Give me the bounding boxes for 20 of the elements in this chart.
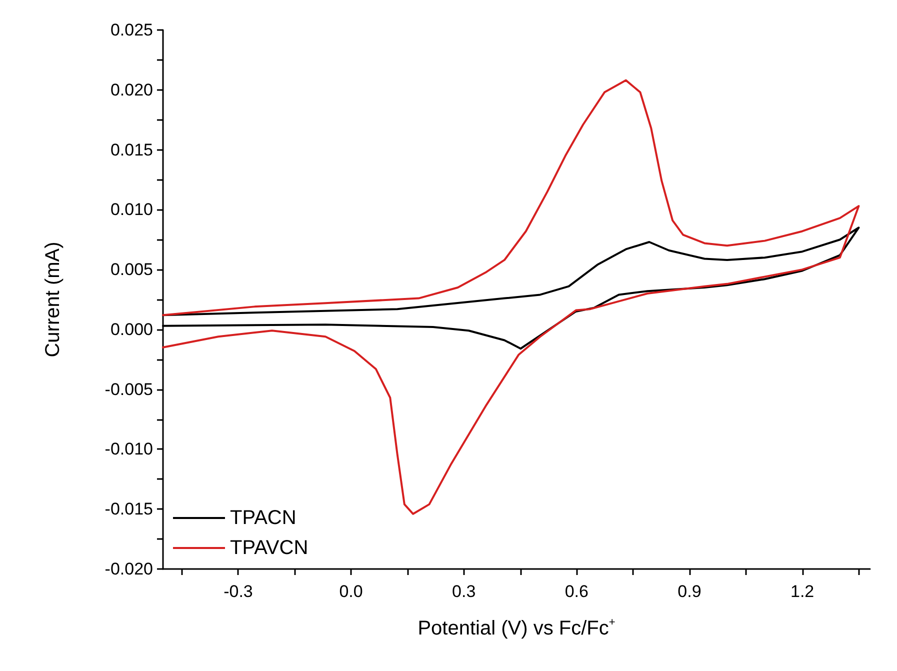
- y-tick-label: 0.015: [110, 140, 153, 160]
- x-tick-label: 1.2: [790, 582, 814, 601]
- x-axis-title: Potential (V) vs Fc/Fc+: [418, 616, 616, 640]
- x-tick-label: 0.3: [452, 582, 476, 601]
- y-tick-label: 0.010: [110, 200, 153, 220]
- y-tick-label: -0.010: [104, 440, 153, 459]
- y-tick-label: 0.000: [110, 320, 153, 339]
- x-tick-label: 0.0: [339, 582, 363, 601]
- x-tick-label: 0.9: [678, 582, 702, 601]
- x-tick-label: 0.6: [564, 582, 588, 601]
- y-tick-label: -0.005: [104, 380, 153, 399]
- legend-label: TPACN: [230, 507, 296, 529]
- y-tick-label: -0.015: [104, 500, 153, 519]
- y-tick-label: 0.005: [110, 260, 153, 280]
- y-tick-label: 0.025: [110, 20, 153, 40]
- x-tick-label: -0.3: [224, 582, 253, 601]
- legend-label: TPAVCN: [230, 537, 308, 559]
- y-tick-label: 0.020: [110, 80, 153, 100]
- y-tick-label: -0.020: [104, 560, 153, 578]
- y-axis-title: Current (mA): [42, 242, 64, 358]
